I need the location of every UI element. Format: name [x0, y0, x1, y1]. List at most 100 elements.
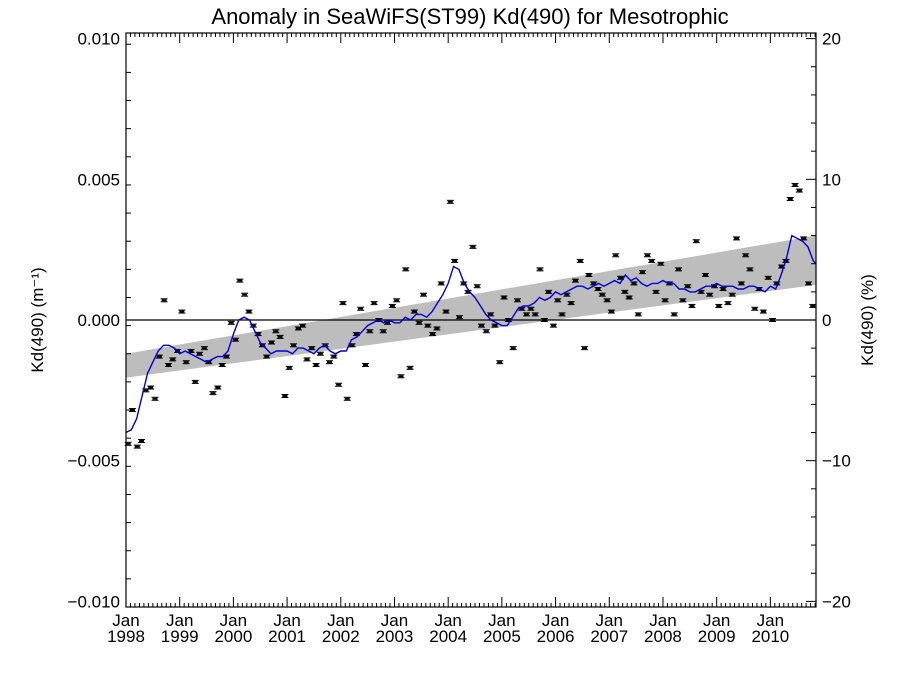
- anomaly-point-marker: [760, 310, 766, 313]
- left-tick-label: 0.000: [77, 311, 120, 330]
- anomaly-point-marker: [183, 361, 189, 364]
- anomaly-point: [473, 284, 481, 289]
- anomaly-point-marker: [291, 344, 297, 347]
- anomaly-point: [285, 365, 293, 370]
- anomaly-point: [523, 312, 531, 317]
- anomaly-point-marker: [653, 290, 659, 293]
- x-tick-month-label: Jan: [166, 611, 193, 630]
- anomaly-point-marker: [618, 276, 624, 279]
- anomaly-point-marker: [649, 259, 655, 262]
- x-tick-year-label: 1999: [161, 627, 199, 646]
- anomaly-point: [657, 261, 665, 266]
- anomaly-point: [339, 301, 347, 306]
- anomaly-point-marker: [215, 386, 221, 389]
- anomaly-point: [366, 329, 374, 334]
- anomaly-point-marker: [380, 330, 386, 333]
- anomaly-point: [155, 354, 163, 359]
- anomaly-point: [379, 329, 387, 334]
- x-tick-month-label: Jan: [488, 611, 515, 630]
- anomaly-point-marker: [488, 313, 494, 316]
- anomaly-point-marker: [559, 313, 565, 316]
- anomaly-point: [571, 278, 579, 283]
- left-tick-label: 0.010: [77, 30, 120, 49]
- anomaly-point-marker: [161, 299, 167, 302]
- anomaly-point: [415, 320, 423, 325]
- anomaly-point: [263, 354, 271, 359]
- left-tick-label: 0.005: [77, 170, 120, 189]
- anomaly-point-marker: [139, 439, 145, 442]
- anomaly-point-marker: [716, 304, 722, 307]
- anomaly-point-marker: [456, 316, 462, 319]
- anomaly-point-marker: [586, 273, 592, 276]
- anomaly-point-marker: [398, 375, 404, 378]
- anomaly-point-marker: [796, 189, 802, 192]
- anomaly-point-marker: [792, 183, 798, 186]
- anomaly-point-marker: [273, 330, 279, 333]
- anomaly-point-marker: [770, 319, 776, 321]
- anomaly-point-marker: [725, 302, 731, 305]
- anomaly-point-marker: [626, 296, 632, 299]
- anomaly-point: [312, 363, 320, 368]
- anomaly-point: [679, 298, 687, 303]
- anomaly-point: [800, 236, 808, 241]
- x-tick-year-label: 2000: [214, 627, 252, 646]
- anomaly-point-marker: [519, 307, 525, 310]
- anomaly-point: [786, 197, 794, 202]
- x-tick-year-label: 2001: [268, 627, 306, 646]
- anomaly-point-marker: [197, 352, 203, 355]
- anomaly-point-marker: [765, 276, 771, 279]
- anomaly-point: [388, 303, 396, 308]
- x-tick-year-label: 2008: [644, 627, 682, 646]
- anomaly-point: [733, 236, 741, 241]
- anomaly-point-marker: [787, 198, 793, 201]
- anomaly-point: [429, 332, 437, 337]
- anomaly-point-marker: [394, 299, 400, 302]
- anomaly-point-marker: [676, 268, 682, 271]
- anomaly-point: [728, 292, 736, 297]
- anomaly-point-marker: [295, 327, 301, 330]
- anomaly-point: [598, 292, 606, 297]
- anomaly-point-marker: [246, 310, 252, 313]
- anomaly-point-marker: [349, 344, 355, 347]
- anomaly-point-marker: [385, 321, 391, 324]
- anomaly-point: [558, 312, 566, 317]
- anomaly-point: [281, 393, 289, 398]
- x-tick-month-label: Jan: [542, 611, 569, 630]
- anomaly-point: [451, 258, 459, 263]
- x-tick-month-label: Jan: [381, 611, 408, 630]
- anomaly-point-marker: [555, 299, 561, 302]
- anomaly-point-marker: [537, 268, 543, 271]
- anomaly-point: [191, 379, 199, 384]
- anomaly-point: [164, 363, 172, 368]
- anomaly-point: [724, 301, 732, 306]
- anomaly-point-marker: [779, 265, 785, 268]
- anomaly-point: [487, 312, 495, 317]
- anomaly-point-marker: [729, 293, 735, 296]
- anomaly-point: [209, 391, 217, 396]
- anomaly-point-marker: [734, 237, 740, 240]
- anomaly-point-marker: [747, 268, 753, 271]
- anomaly-point-marker: [671, 313, 677, 316]
- anomaly-point: [809, 303, 817, 308]
- x-tick-month-label: Jan: [596, 611, 623, 630]
- anomaly-point-marker: [478, 324, 484, 327]
- anomaly-point-marker: [152, 397, 158, 400]
- anomaly-point-marker: [501, 296, 507, 299]
- anomaly-point-marker: [452, 259, 458, 262]
- anomaly-point: [330, 354, 338, 359]
- anomaly-point: [276, 334, 284, 339]
- anomaly-point: [701, 272, 709, 277]
- anomaly-point-marker: [282, 394, 288, 397]
- x-tick-month-label: Jan: [434, 611, 461, 630]
- anomaly-point: [343, 396, 351, 401]
- anomaly-point-marker: [125, 442, 131, 445]
- anomaly-point: [245, 309, 253, 314]
- anomaly-point-marker: [188, 349, 194, 352]
- x-tick-year-label: 2009: [698, 627, 736, 646]
- anomaly-point-marker: [685, 285, 691, 288]
- anomaly-point-marker: [604, 299, 610, 302]
- anomaly-point-marker: [420, 293, 426, 296]
- anomaly-point: [603, 298, 611, 303]
- anomaly-point-marker: [313, 364, 319, 367]
- anomaly-point: [477, 323, 485, 328]
